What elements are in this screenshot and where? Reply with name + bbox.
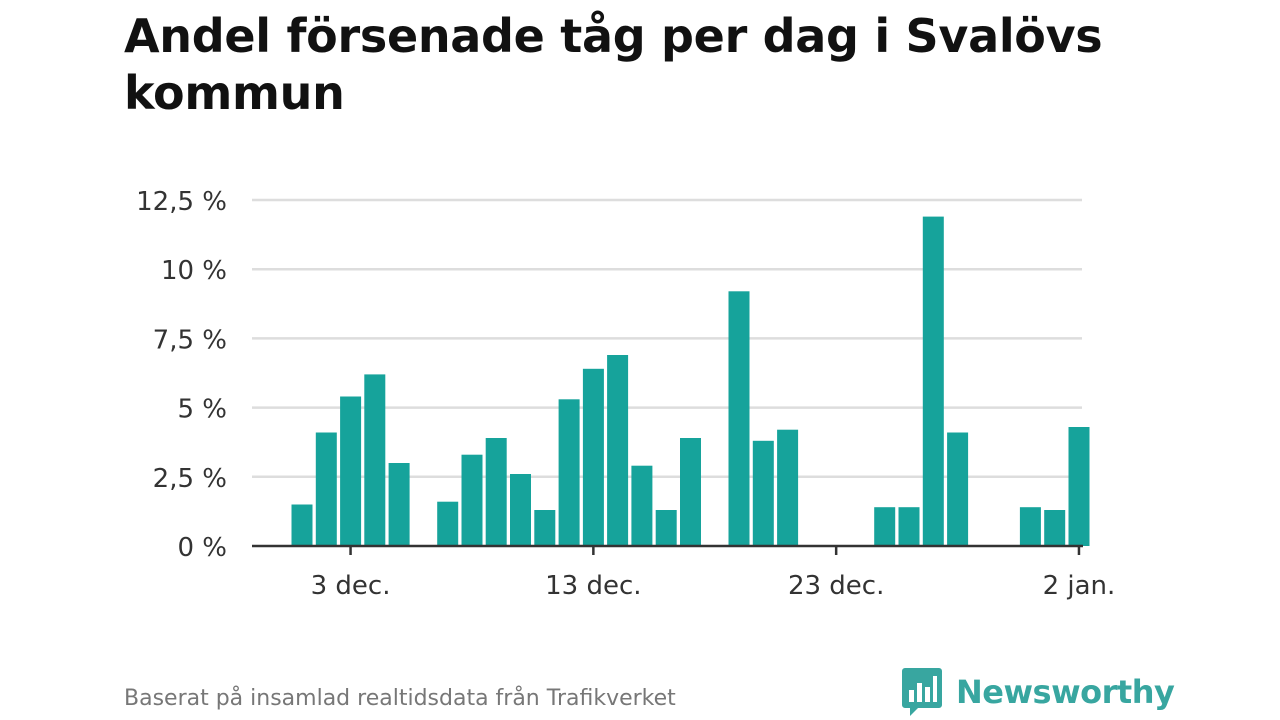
x-tick-label: 3 dec. [311,571,391,601]
y-axis-labels: 0 % 2,5 % 5 % 7,5 % 10 % 12,5 % [136,187,227,563]
bar [1068,427,1090,546]
y-tick-label: 2,5 % [153,464,227,494]
chart-title: Andel försenade tåg per dag i Svalövs ko… [124,9,1103,120]
bar [1019,507,1041,546]
bar [437,501,459,546]
x-tick-label: 13 dec. [545,571,641,601]
bar [947,432,969,546]
bar [461,454,483,546]
bar [631,465,653,546]
bar [1044,510,1066,546]
y-tick-label: 5 % [177,395,227,425]
x-axis-labels: 3 dec. 13 dec. 23 dec. 2 jan. [311,571,1116,601]
bar [340,396,362,546]
bar [655,510,677,546]
bar [728,291,750,546]
source-note: Baserat på insamlad realtidsdata från Tr… [124,686,676,711]
x-axis [252,544,1083,555]
bar [922,216,944,546]
bar [388,463,410,546]
bar [510,474,531,546]
x-tick-label: 2 jan. [1043,571,1116,601]
y-tick-label: 10 % [161,256,227,286]
bar [680,438,701,546]
y-tick-label: 0 % [177,533,227,563]
bar [898,507,920,546]
y-tick-label: 7,5 % [153,325,227,355]
y-tick-label: 12,5 % [136,187,227,217]
bar-chart-speech-bubble-icon [902,668,942,716]
brand-logo[interactable]: Newsworthy [902,668,1175,716]
bar [364,374,386,546]
bar [874,507,896,546]
bar [777,429,799,546]
brand-name: Newsworthy [956,673,1175,711]
bar [752,440,774,546]
bars [291,216,1090,546]
bar [534,510,556,546]
bar [558,399,580,546]
x-tick-label: 23 dec. [788,571,884,601]
bar [582,368,604,546]
bar [291,504,313,546]
bar [315,432,337,546]
bar [607,355,629,546]
bar [485,438,507,546]
